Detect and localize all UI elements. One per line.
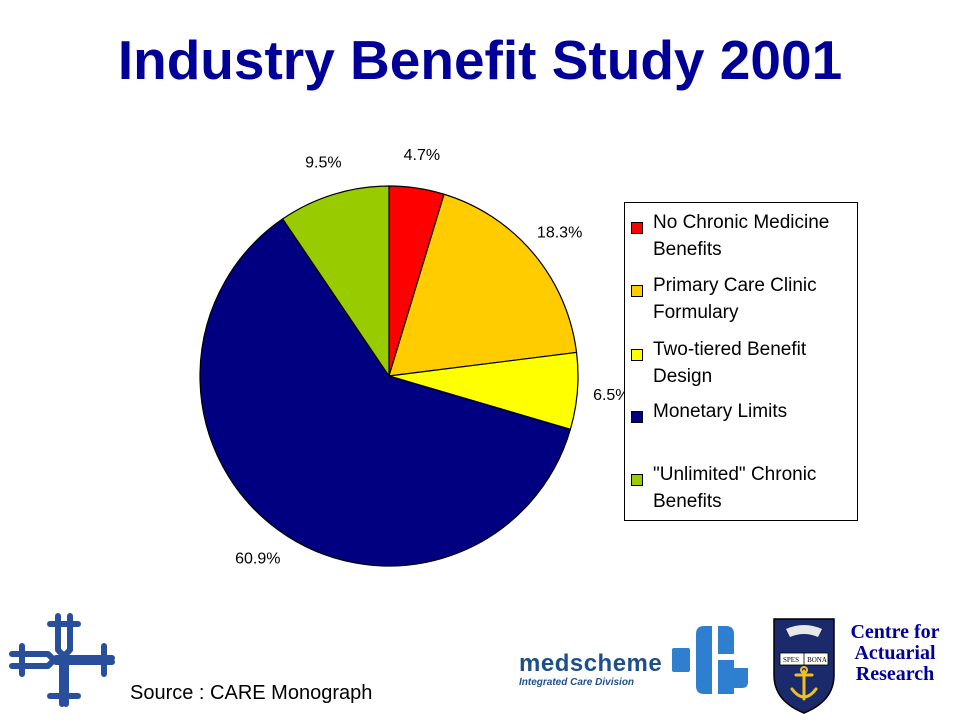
university-crest-icon: SPES BONA — [772, 617, 836, 720]
slice-label: 4.7% — [404, 147, 440, 164]
centre-line: Centre for — [850, 621, 940, 643]
legend-label-line: Design — [653, 366, 713, 387]
legend-label: "Unlimited" Chronic Benefits — [653, 461, 863, 515]
legend-label-line: "Unlimited" Chronic — [653, 464, 817, 485]
medscheme-symbol-icon — [672, 624, 752, 701]
legend-swatch — [631, 411, 643, 423]
legend-label: Primary Care Clinic Formulary — [653, 272, 863, 326]
crest-motto-right: BONA — [807, 656, 827, 664]
source-note: Source : CARE Monograph — [130, 682, 373, 704]
legend-swatch — [631, 349, 643, 361]
pie-slice — [281, 185, 390, 378]
legend-label-line: Formulary — [653, 302, 739, 323]
cross-knot-logo-icon — [8, 610, 118, 715]
slice-label: 9.5% — [305, 155, 341, 172]
centre-name: Centre for Actuarial Research — [838, 622, 952, 685]
legend-label-line: No Chronic Medicine — [653, 212, 830, 233]
pie-slice — [388, 193, 578, 377]
medscheme-name: medscheme — [519, 650, 663, 677]
legend-label: Monetary Limits — [653, 398, 863, 425]
legend-label-line: Two-tiered Benefit — [653, 339, 807, 360]
medscheme-division: Integrated Care Division — [519, 677, 635, 688]
slice-label: 18.3% — [537, 225, 582, 242]
centre-line: Actuarial — [854, 642, 936, 664]
legend-swatch — [631, 474, 643, 486]
legend-label-line: Benefits — [653, 239, 722, 260]
legend-label-line: Primary Care Clinic — [653, 275, 817, 296]
legend-label-line: Benefits — [653, 491, 722, 512]
centre-line: Research — [855, 663, 935, 685]
legend-swatch — [631, 285, 643, 297]
legend-label-line: Monetary Limits — [653, 401, 788, 422]
crest-motto-left: SPES — [783, 656, 799, 664]
medscheme-logo: medscheme Integrated Care Division — [519, 652, 662, 690]
legend-label: Two-tiered Benefit Design — [653, 336, 863, 390]
slide-title: Industry Benefit Study 2001 — [117, 29, 843, 91]
slice-label: 60.9% — [235, 550, 280, 567]
chart-legend: No Chronic Medicine Benefits Primary Car… — [624, 202, 858, 521]
slice-label: 6.5% — [593, 387, 629, 404]
pie-slice — [199, 218, 572, 567]
legend-swatch — [631, 222, 643, 234]
legend-label: No Chronic Medicine Benefits — [653, 209, 863, 263]
